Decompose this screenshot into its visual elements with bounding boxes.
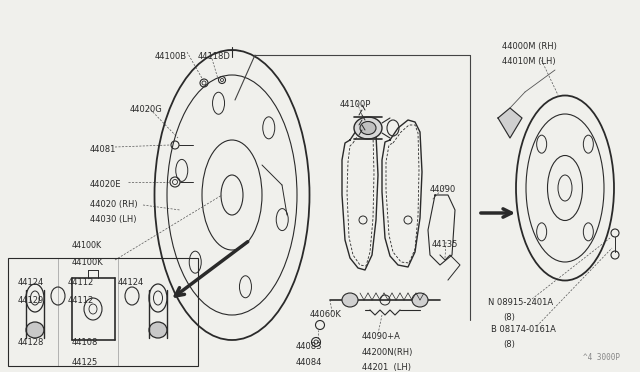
Text: 44090: 44090 bbox=[430, 185, 456, 194]
Text: 44118D: 44118D bbox=[198, 52, 231, 61]
Text: ^4 3000P: ^4 3000P bbox=[583, 353, 620, 362]
Text: B 08174-0161A: B 08174-0161A bbox=[491, 325, 556, 334]
Text: 44124: 44124 bbox=[118, 278, 144, 287]
Text: 44100P: 44100P bbox=[340, 100, 371, 109]
Text: (8): (8) bbox=[503, 313, 515, 322]
Text: 44010M (LH): 44010M (LH) bbox=[502, 57, 556, 66]
Text: 44125: 44125 bbox=[72, 358, 99, 367]
Text: 44100K: 44100K bbox=[72, 241, 102, 250]
Text: 44020G: 44020G bbox=[130, 105, 163, 114]
Text: 44112: 44112 bbox=[68, 278, 94, 287]
Text: 44020E: 44020E bbox=[90, 180, 122, 189]
Ellipse shape bbox=[354, 117, 382, 139]
Text: 44124: 44124 bbox=[18, 278, 44, 287]
Polygon shape bbox=[498, 108, 522, 138]
Text: 44135: 44135 bbox=[432, 240, 458, 249]
Text: 44100K: 44100K bbox=[72, 258, 104, 267]
Text: 44000M (RH): 44000M (RH) bbox=[502, 42, 557, 51]
Text: (8): (8) bbox=[503, 340, 515, 349]
Text: 44200N(RH): 44200N(RH) bbox=[362, 348, 413, 357]
Ellipse shape bbox=[360, 122, 376, 135]
Ellipse shape bbox=[149, 322, 167, 338]
Text: 44100B: 44100B bbox=[155, 52, 187, 61]
Text: 44112: 44112 bbox=[68, 296, 94, 305]
Text: 44083: 44083 bbox=[296, 342, 323, 351]
Text: 44129: 44129 bbox=[18, 296, 44, 305]
Text: 44201  (LH): 44201 (LH) bbox=[362, 363, 411, 372]
Text: 44128: 44128 bbox=[18, 338, 44, 347]
Ellipse shape bbox=[412, 293, 428, 307]
Text: 44081: 44081 bbox=[90, 145, 116, 154]
Text: 44108: 44108 bbox=[72, 338, 99, 347]
Text: 44090+A: 44090+A bbox=[362, 332, 401, 341]
Ellipse shape bbox=[342, 293, 358, 307]
Text: 44020 (RH): 44020 (RH) bbox=[90, 200, 138, 209]
Text: 44060K: 44060K bbox=[310, 310, 342, 319]
Text: N 08915-2401A: N 08915-2401A bbox=[488, 298, 553, 307]
Ellipse shape bbox=[26, 322, 44, 338]
Text: 44030 (LH): 44030 (LH) bbox=[90, 215, 136, 224]
Text: 44084: 44084 bbox=[296, 358, 323, 367]
